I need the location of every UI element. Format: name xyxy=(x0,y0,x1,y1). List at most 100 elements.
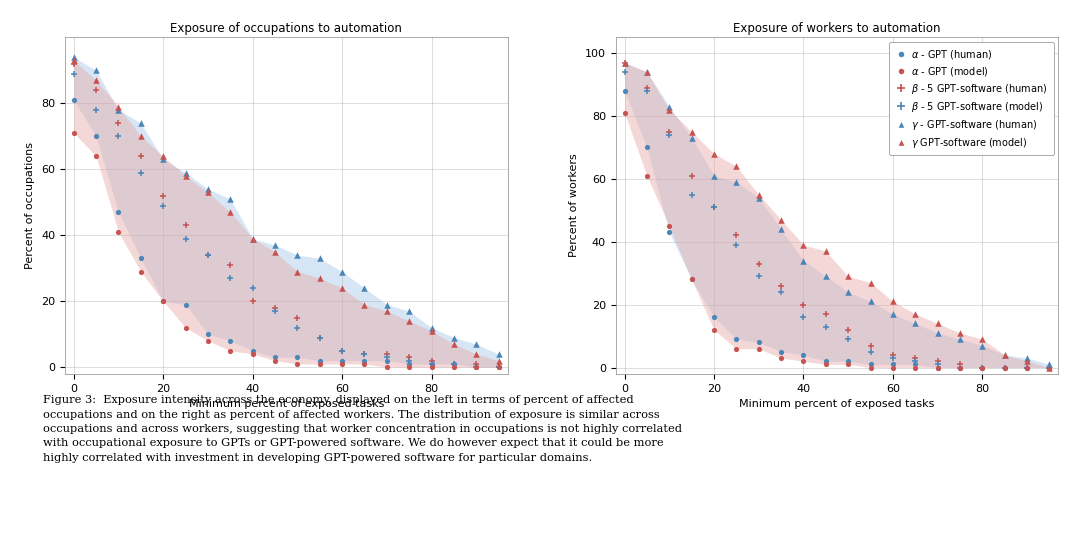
Point xyxy=(221,261,239,269)
Point xyxy=(974,363,991,372)
Point xyxy=(705,203,723,211)
Point xyxy=(490,363,508,372)
Point xyxy=(267,247,284,256)
Point xyxy=(244,284,261,292)
Point xyxy=(311,254,328,263)
Point xyxy=(311,333,328,342)
Point xyxy=(445,340,462,348)
Point xyxy=(87,66,105,75)
Point xyxy=(616,108,633,117)
Point xyxy=(862,297,879,306)
Point xyxy=(638,68,656,76)
Point xyxy=(267,241,284,249)
Point xyxy=(885,354,902,363)
Point xyxy=(772,225,789,233)
Point xyxy=(705,171,723,180)
Point xyxy=(445,359,462,368)
Point xyxy=(839,335,856,343)
Point xyxy=(795,313,812,321)
Point xyxy=(445,359,462,368)
Point xyxy=(401,317,418,325)
Point xyxy=(468,363,485,372)
Point xyxy=(906,319,923,328)
Point xyxy=(638,68,656,76)
Point xyxy=(244,347,261,355)
Point xyxy=(929,328,946,337)
Point xyxy=(705,150,723,158)
Point xyxy=(951,360,969,368)
Point xyxy=(929,319,946,328)
Point xyxy=(1041,363,1058,372)
Point xyxy=(839,357,856,365)
Point xyxy=(683,275,700,284)
Point xyxy=(705,326,723,334)
Point xyxy=(951,363,969,372)
Point xyxy=(906,357,923,365)
Point xyxy=(1041,363,1058,372)
Point xyxy=(154,297,172,305)
Point xyxy=(401,363,418,372)
Point xyxy=(110,103,127,111)
Point xyxy=(267,307,284,316)
Point xyxy=(378,363,395,372)
Point xyxy=(974,341,991,350)
Point xyxy=(445,333,462,342)
Point xyxy=(1041,363,1058,372)
Point xyxy=(795,300,812,309)
Point xyxy=(862,363,879,372)
Point xyxy=(906,310,923,318)
Point xyxy=(772,281,789,290)
Point xyxy=(401,359,418,368)
Point xyxy=(1018,363,1036,372)
Point xyxy=(110,119,127,128)
Point xyxy=(1041,363,1058,372)
Point xyxy=(839,326,856,334)
Point xyxy=(1041,363,1058,372)
Point xyxy=(1041,360,1058,368)
Title: Exposure of workers to automation: Exposure of workers to automation xyxy=(733,22,941,35)
Point xyxy=(661,103,678,111)
Point xyxy=(638,87,656,95)
Point xyxy=(490,363,508,372)
Point xyxy=(951,335,969,343)
Point xyxy=(1018,363,1036,372)
Point xyxy=(728,241,745,249)
Point xyxy=(110,106,127,114)
Point xyxy=(862,360,879,368)
Point xyxy=(862,348,879,356)
Point xyxy=(200,330,217,339)
Point xyxy=(355,350,373,358)
Point xyxy=(200,251,217,260)
Point xyxy=(705,313,723,321)
Point xyxy=(221,208,239,216)
Point xyxy=(177,234,194,243)
Point xyxy=(401,307,418,316)
Point xyxy=(110,208,127,216)
Point xyxy=(929,357,946,365)
Point xyxy=(839,272,856,280)
Point xyxy=(334,347,351,355)
Point xyxy=(885,363,902,372)
Point xyxy=(885,297,902,306)
Point xyxy=(751,260,768,268)
Point xyxy=(87,152,105,160)
Point xyxy=(490,350,508,358)
Point xyxy=(423,327,441,335)
Point xyxy=(818,360,835,368)
Point xyxy=(177,168,194,177)
Point xyxy=(751,190,768,199)
Point xyxy=(355,284,373,292)
Point xyxy=(423,363,441,372)
Point xyxy=(751,338,768,347)
Point xyxy=(661,131,678,139)
Y-axis label: Percent of workers: Percent of workers xyxy=(569,154,579,257)
Point xyxy=(445,363,462,372)
Point xyxy=(334,268,351,276)
Point xyxy=(423,356,441,365)
Point xyxy=(355,300,373,309)
Point xyxy=(468,340,485,348)
Point xyxy=(110,227,127,236)
Point xyxy=(445,359,462,368)
Point xyxy=(65,59,82,68)
Point xyxy=(728,178,745,186)
